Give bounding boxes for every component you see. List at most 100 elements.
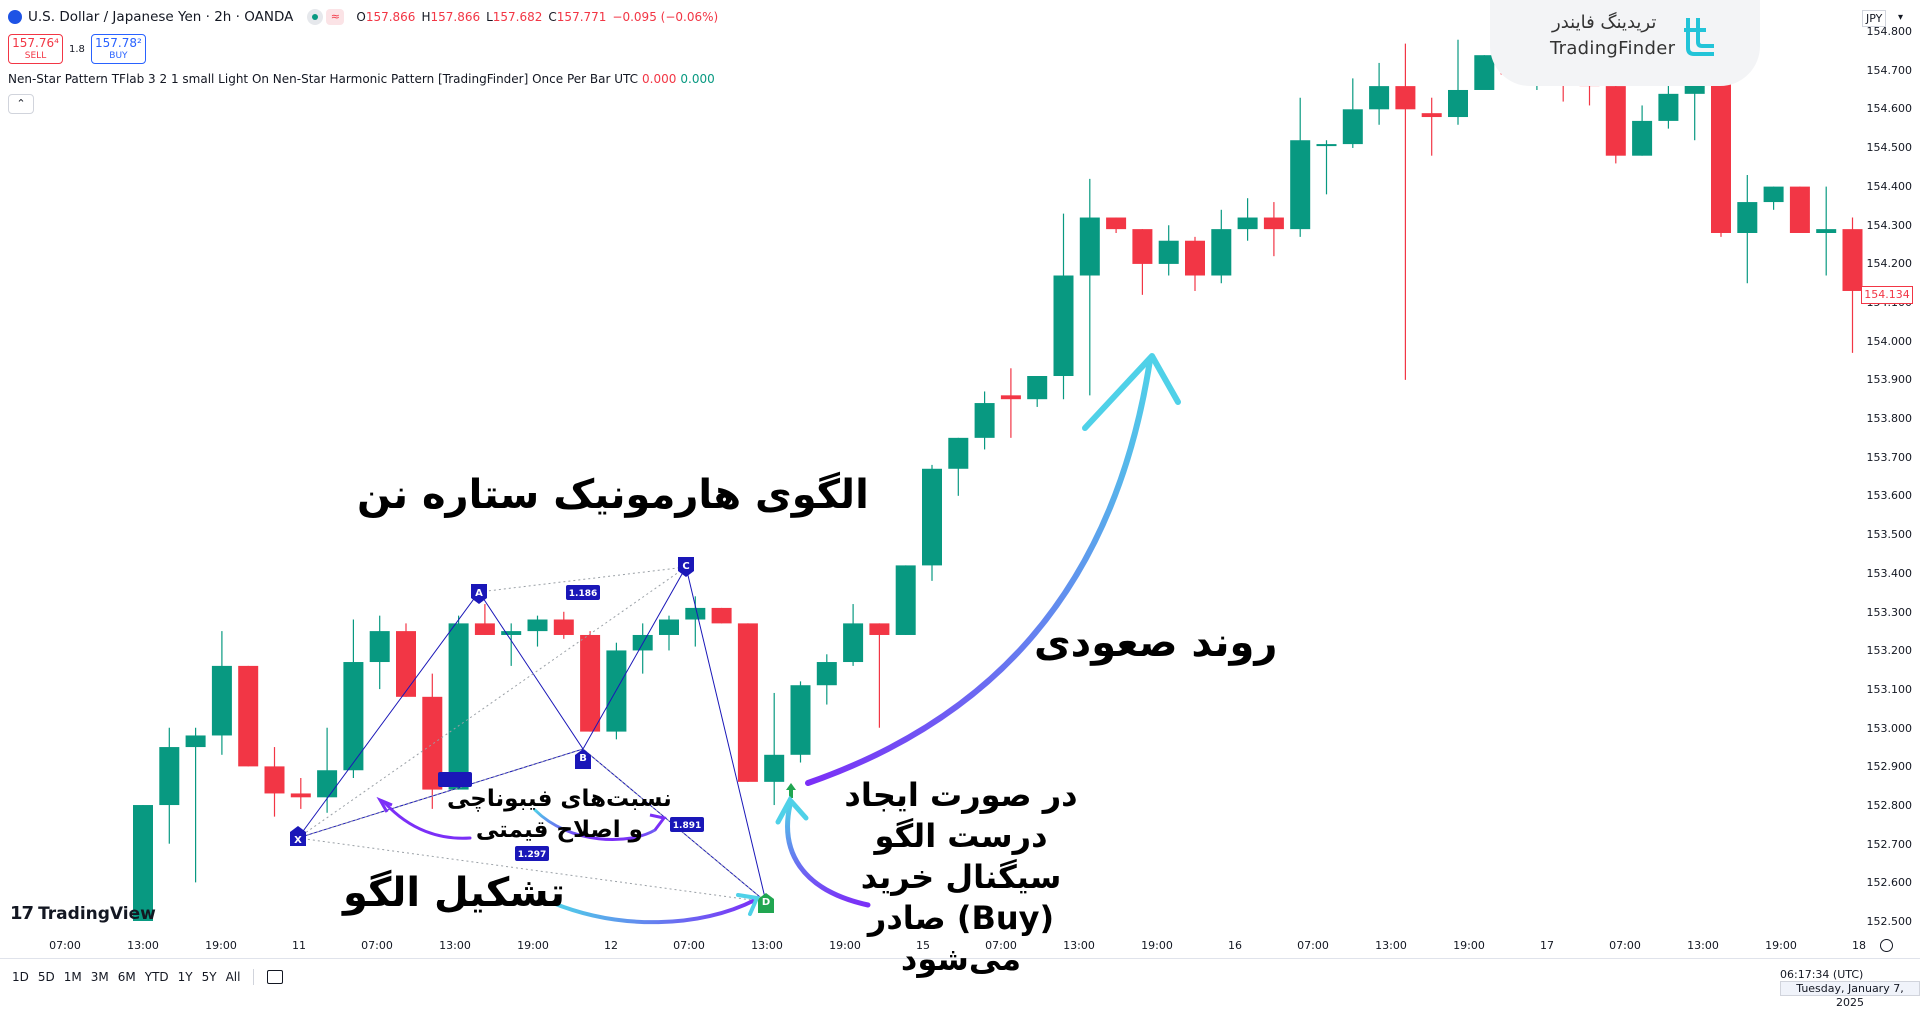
price-tick: 154.000 <box>1866 334 1913 348</box>
candle <box>1000 368 1021 438</box>
range-ytd-button[interactable]: YTD <box>144 970 169 984</box>
candle-body <box>685 607 706 620</box>
candle-body <box>1079 217 1100 276</box>
price-tick: 154.400 <box>1866 179 1913 193</box>
sell-button[interactable]: 157.76⁴ SELL <box>8 34 63 64</box>
range-bar: 1D 5D 1M 3M 6M YTD 1Y 5Y All <box>12 969 284 985</box>
range-1y-button[interactable]: 1Y <box>177 970 193 984</box>
ratio-3-text: 1.891 <box>673 821 701 831</box>
candle-body <box>133 805 153 921</box>
price-tick: 153.700 <box>1866 450 1913 464</box>
candle <box>1106 217 1127 233</box>
range-3m-button[interactable]: 3M <box>90 970 109 984</box>
ratio-label-1: 1.186 <box>566 585 600 600</box>
clock[interactable]: 06:17:34 (UTC) <box>1780 968 1864 981</box>
time-tick: 13:00 <box>1687 939 1719 952</box>
gear-icon[interactable] <box>1880 939 1893 952</box>
collapse-legend-button[interactable]: ⌃ <box>8 94 34 114</box>
candle <box>159 727 180 844</box>
ohlc-close-value: 157.771 <box>556 10 607 24</box>
candle <box>1421 97 1442 156</box>
market-open-icon <box>307 9 324 25</box>
candle <box>1395 43 1416 380</box>
signal-arrow <box>785 802 871 908</box>
price-tick: 153.000 <box>1866 721 1913 735</box>
candle-body <box>264 766 285 794</box>
candle-body <box>843 623 864 663</box>
candle <box>1027 376 1048 407</box>
price-tick: 153.600 <box>1866 489 1913 503</box>
price-tick: 153.400 <box>1866 566 1913 580</box>
symbol-header: U.S. Dollar / Japanese Yen · 2h · OANDA … <box>8 6 724 28</box>
price-tick: 153.200 <box>1866 644 1913 658</box>
ratio-2-text: 1.297 <box>518 850 546 860</box>
candle-body <box>448 623 469 790</box>
calendar-icon[interactable] <box>267 970 284 984</box>
range-5d-button[interactable]: 5D <box>37 970 55 984</box>
ohlc-low-value: 157.682 <box>492 10 543 24</box>
point-c-label: C <box>678 557 694 577</box>
candle <box>1605 78 1626 164</box>
range-1m-button[interactable]: 1M <box>63 970 82 984</box>
buy-button[interactable]: 157.78² BUY <box>90 34 146 64</box>
currency-selector[interactable]: JPY <box>1862 10 1887 27</box>
candle <box>1079 178 1100 396</box>
candle <box>1211 209 1232 284</box>
ratio-1-text: 1.186 <box>569 589 597 599</box>
price-tick: 152.900 <box>1866 760 1913 774</box>
candle <box>948 437 969 496</box>
candle <box>474 604 495 635</box>
candle-body <box>553 619 574 635</box>
time-tick: 07:00 <box>49 939 81 952</box>
symbol-title[interactable]: U.S. Dollar / Japanese Yen · 2h · OANDA <box>28 9 294 25</box>
pattern-title: الگوی هارمونیک ستاره نن <box>357 472 869 518</box>
point-c-text: C <box>682 561 689 572</box>
range-6m-button[interactable]: 6M <box>117 970 136 984</box>
tradingview-logo[interactable]: 17 TradingView <box>10 903 156 924</box>
date-tooltip: Tuesday, January 7, 2025 <box>1780 981 1920 1009</box>
ohlc-open-key: O <box>356 10 366 24</box>
candle <box>1711 59 1731 237</box>
point-d-text: D <box>762 897 770 908</box>
price-scale[interactable]: 154.800 154.700 154.600 154.500 154.400 154.3… <box>1860 0 1920 965</box>
fib-arrowhead-right <box>649 813 667 831</box>
range-1d-button[interactable]: 1D <box>12 970 29 984</box>
time-tick: 13:00 <box>751 939 783 952</box>
sell-label: SELL <box>24 51 47 61</box>
buy-signal-arrow-icon <box>786 783 796 798</box>
range-5y-button[interactable]: 5Y <box>201 970 217 984</box>
signal-arrowhead <box>775 795 809 825</box>
indicator-value-1: 0.000 <box>642 72 677 86</box>
candle <box>185 727 206 883</box>
candle <box>1263 202 1284 257</box>
chevron-down-icon[interactable]: ▾ <box>1898 12 1904 23</box>
time-tick: 17 <box>1540 939 1554 952</box>
candle-body <box>895 565 916 635</box>
candle-body <box>764 754 785 782</box>
price-tick: 154.800 <box>1866 25 1913 38</box>
candle-body <box>1158 240 1179 264</box>
price-tick: 154.700 <box>1866 63 1913 77</box>
time-tick: 16 <box>1228 939 1242 952</box>
candle-body <box>1027 376 1048 400</box>
candle <box>1789 186 1810 233</box>
candle-body <box>974 403 995 438</box>
candle <box>1132 229 1153 295</box>
indicator-legend[interactable]: Nen-Star Pattern TFlab 3 2 1 small Light… <box>8 72 715 86</box>
candle-body <box>238 665 259 767</box>
candle-body <box>1369 86 1390 110</box>
time-tick: 19:00 <box>1141 939 1173 952</box>
candle <box>1474 55 1495 90</box>
candle-body <box>1000 395 1021 400</box>
candle-body <box>1263 217 1284 230</box>
candle-body <box>1185 240 1205 276</box>
ratio-label-hidden <box>438 772 472 787</box>
ohlc-low-key: L <box>486 10 493 24</box>
price-change: −0.095 (−0.06%) <box>612 10 719 24</box>
data-pill-icon[interactable]: ≈ <box>326 9 345 25</box>
candle <box>1158 225 1179 276</box>
time-tick: 19:00 <box>829 939 861 952</box>
candle <box>1737 175 1758 284</box>
time-tick: 19:00 <box>1453 939 1485 952</box>
range-all-button[interactable]: All <box>225 970 241 984</box>
